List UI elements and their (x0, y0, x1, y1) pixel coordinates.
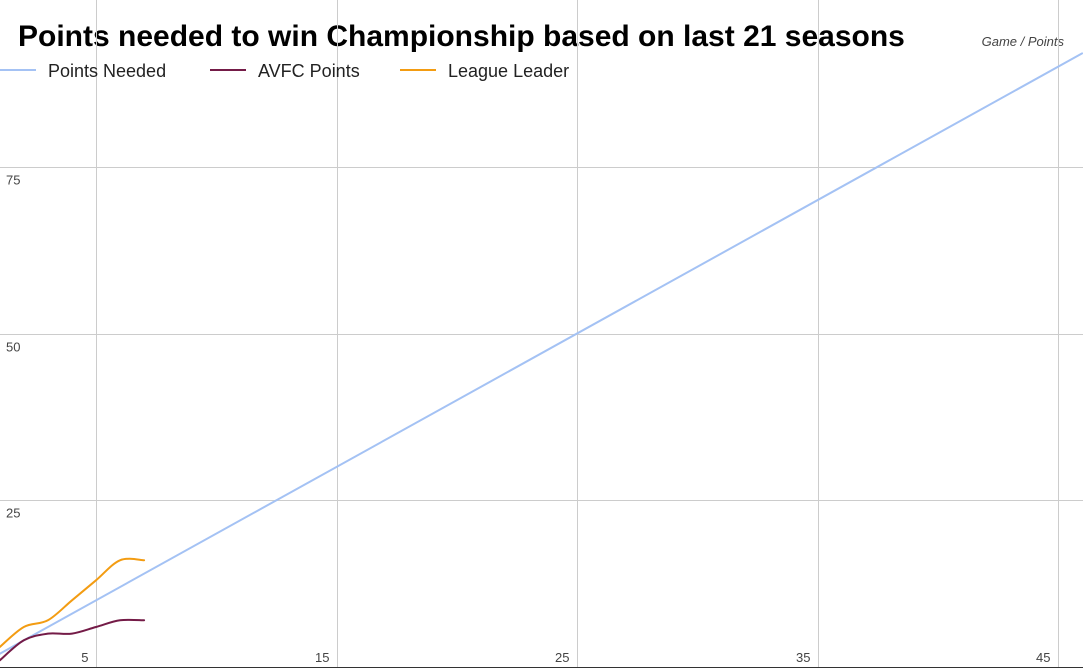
series-line-league-leader (0, 557, 146, 648)
y-tick-label-50: 50 (6, 340, 20, 355)
chart-title: Points needed to win Championship based … (18, 20, 905, 53)
x-tick-label-35: 35 (796, 650, 810, 665)
x-tick-label-25: 25 (555, 650, 569, 665)
series-line-avfc-points (0, 618, 146, 662)
legend-label-points-needed: Points Needed (48, 61, 166, 81)
y-tick-label-75: 75 (6, 173, 20, 188)
legend-item-avfc-points: AVFC Points (210, 61, 360, 81)
series-lines (0, 52, 1083, 662)
axis-ticks: 5 15 25 35 45 25 50 75 (6, 173, 1051, 666)
legend-label-avfc-points: AVFC Points (258, 61, 360, 81)
series-line-points-needed (0, 52, 1083, 655)
legend: Points Needed AVFC Points League Leader (0, 61, 569, 81)
legend-label-league-leader: League Leader (448, 61, 569, 81)
legend-item-league-leader: League Leader (400, 61, 569, 81)
x-tick-label-45: 45 (1036, 650, 1050, 665)
x-tick-label-15: 15 (315, 650, 329, 665)
x-tick-label-5: 5 (81, 650, 88, 665)
chart-subtitle: Game / Points (982, 34, 1065, 49)
y-tick-label-25: 25 (6, 506, 20, 521)
legend-item-points-needed: Points Needed (0, 61, 166, 81)
